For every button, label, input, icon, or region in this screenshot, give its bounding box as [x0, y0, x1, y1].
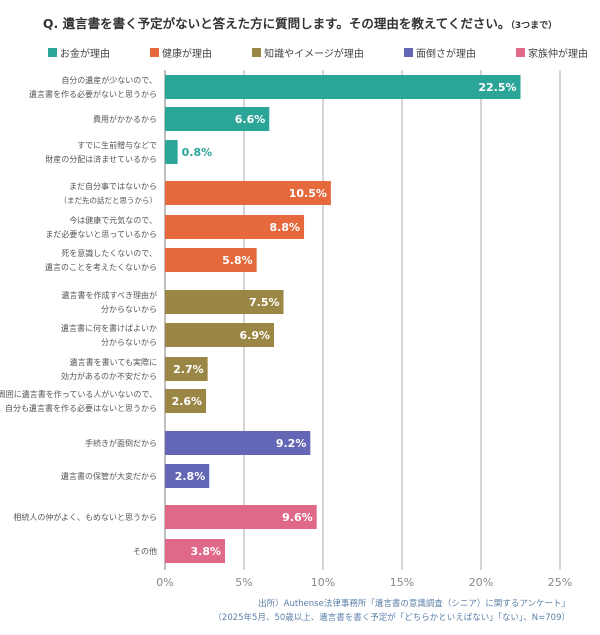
source-note: 出所）Authense法律事務所「遺言書の意識調査（シニア）に関するアンケート」…	[213, 599, 570, 623]
plot-area: 0% 5% 10% 15% 20% 25% 自分の遺産が少ないので、遺言書を作る必要がないと…	[0, 70, 572, 589]
legend-swatch	[252, 48, 262, 57]
category-label: 自分の遺産が少ないので、	[61, 75, 157, 85]
legend-swatch	[403, 48, 413, 57]
category-label: 手続きが面倒だから	[85, 438, 157, 448]
bar	[165, 539, 226, 563]
data-label: 2.6%	[172, 395, 203, 408]
x-tick-label: 15%	[390, 576, 414, 589]
category-label: （まだ先の話だと思うから）	[60, 195, 158, 205]
legend-item: お金が理由	[48, 45, 110, 60]
category-label: 効力があるのか不安だから	[61, 371, 157, 381]
bar	[165, 290, 284, 314]
x-tick-label: 5%	[235, 576, 252, 589]
category-label: 遺言書を書いても実際に	[70, 357, 157, 367]
data-label: 22.5%	[478, 81, 516, 94]
category-label: 自分も遺言書を作る必要はないと思うから	[5, 403, 157, 413]
bar	[165, 215, 305, 239]
category-label: 財産の分配は済ませているから	[45, 154, 157, 164]
category-label: その他	[133, 546, 157, 556]
category-label: 費用がかかるから	[93, 114, 157, 124]
category-label: 遺言書の保管が大変だから	[61, 471, 157, 481]
data-label: 9.6%	[282, 511, 313, 524]
bar	[165, 389, 207, 413]
data-label: 2.7%	[173, 363, 204, 376]
bar	[165, 357, 208, 381]
legend-label: 健康が理由	[162, 49, 213, 60]
legend-item: 知識やイメージが理由	[252, 45, 364, 60]
data-label: 0.8%	[182, 146, 213, 159]
category-label: 分からないから	[101, 305, 157, 314]
bar	[165, 107, 270, 131]
bar	[165, 323, 275, 347]
data-label: 8.8%	[270, 221, 301, 234]
x-tick-label: 10%	[311, 576, 335, 589]
bar	[165, 75, 521, 99]
data-label: 7.5%	[249, 296, 280, 309]
data-label: 10.5%	[289, 187, 327, 200]
data-label: 3.8%	[191, 545, 222, 558]
x-tick-label: 20%	[469, 576, 493, 589]
data-label: 9.2%	[276, 437, 307, 450]
category-label: 遺言書を作る必要がないと思うから	[29, 89, 157, 99]
legend-label: 面倒さが理由	[415, 49, 476, 60]
category-label: 相続人の仲がよく、もめないと思うから	[13, 512, 157, 522]
category-label: すでに生前贈与などで	[77, 140, 157, 150]
bar	[165, 140, 178, 164]
bar	[165, 505, 317, 529]
legend-swatch	[516, 48, 525, 57]
bar	[165, 181, 331, 205]
legend-swatch	[48, 48, 57, 57]
chart-title: Q. 遺言書を書く予定がないと答えた方に質問します。その理由を教えてください。（…	[42, 16, 558, 31]
bar	[165, 464, 210, 488]
category-label: 遺言のことを考えたくないから	[45, 262, 157, 272]
legend-item: 家族仲が理由	[516, 45, 588, 60]
category-label: 今は健康で元気なので、	[69, 215, 157, 225]
legend-swatch	[150, 48, 160, 57]
legend-label: 知識やイメージが理由	[264, 49, 364, 60]
legend-label: お金が理由	[60, 49, 110, 60]
x-tick-label: 25%	[548, 576, 572, 589]
category-label: まだ必要ないと思っているから	[45, 229, 157, 239]
category-label: 分からないから	[101, 338, 157, 347]
category-label: 周囲に遺言書を作っている人がいないので、	[0, 389, 157, 399]
legend: お金が理由 健康が理由 知識やイメージが理由 面倒さが理由 家族仲が理由	[48, 45, 588, 60]
bar	[165, 431, 311, 455]
data-label: 6.9%	[240, 329, 271, 342]
legend-label: 家族仲が理由	[528, 49, 588, 60]
data-label: 2.8%	[175, 470, 206, 483]
legend-item: 健康が理由	[150, 45, 212, 60]
bar	[165, 248, 257, 272]
x-tick-label: 0%	[156, 576, 173, 589]
data-label: 5.8%	[222, 254, 253, 267]
legend-item: 面倒さが理由	[403, 45, 476, 60]
data-label: 6.6%	[235, 113, 266, 126]
category-label: 死を意識したくないので、	[61, 248, 157, 258]
category-label: まだ自分事ではないから	[69, 181, 157, 191]
category-label: 遺言書に何を書けばよいか	[61, 323, 157, 333]
category-label: 遺言書を作成すべき理由が	[62, 290, 157, 300]
